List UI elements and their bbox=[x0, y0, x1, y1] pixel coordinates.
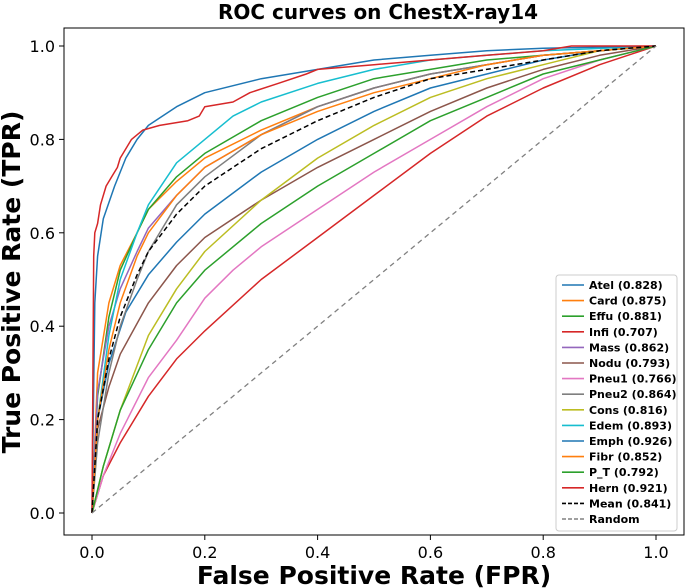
series-line-emph bbox=[91, 45, 657, 514]
legend-items: Atel (0.828) Card (0.875) Effu (0.881) Infi… bbox=[562, 279, 677, 526]
legend-label: Effu (0.881) bbox=[589, 310, 662, 323]
x-tick-label: 1.0 bbox=[643, 543, 668, 562]
legend-box bbox=[555, 274, 678, 532]
legend-label: Mean (0.841) bbox=[589, 497, 671, 510]
legend-label: Mass (0.862) bbox=[589, 341, 669, 354]
x-tick-label: 0.4 bbox=[305, 543, 330, 562]
legend-label: Emph (0.926) bbox=[589, 435, 672, 448]
x-tick-label: 0.8 bbox=[530, 543, 555, 562]
series-line-effu bbox=[91, 45, 657, 514]
legend-label: Random bbox=[589, 513, 640, 526]
series-line-pt bbox=[91, 45, 657, 514]
legend-label: Infi (0.707) bbox=[589, 326, 658, 339]
legend-label: Pneu1 (0.766) bbox=[589, 373, 677, 386]
series-line-pneu1 bbox=[91, 45, 657, 514]
ticks-layer: 0.0 0.2 0.4 0.6 0.8 1.0 0.0 0.2 0.4 0.6 0.8 1.0 bbox=[30, 37, 669, 562]
y-tick-label: 0.4 bbox=[30, 317, 55, 336]
series-line-fibr bbox=[91, 45, 657, 514]
series-line-cons bbox=[91, 45, 657, 514]
legend-label: Pneu2 (0.864) bbox=[589, 388, 677, 401]
y-tick-label: 0.2 bbox=[30, 411, 55, 430]
y-tick-label: 0.6 bbox=[30, 224, 55, 243]
legend-label: Card (0.875) bbox=[589, 295, 666, 308]
legend-label: Nodu (0.793) bbox=[589, 357, 670, 370]
y-axis-label: True Positive Rate (TPR) bbox=[0, 111, 26, 454]
x-tick-label: 0.0 bbox=[79, 543, 104, 562]
legend-label: Hern (0.921) bbox=[589, 482, 668, 495]
series-line-mean bbox=[91, 45, 657, 514]
x-axis-label: False Positive Rate (FPR) bbox=[197, 561, 551, 588]
y-tick-label: 1.0 bbox=[30, 37, 55, 56]
chart-title: ROC curves on ChestX-ray14 bbox=[218, 0, 538, 24]
legend-label: Cons (0.816) bbox=[589, 404, 668, 417]
series-layer bbox=[91, 45, 657, 514]
x-tick-label: 0.2 bbox=[192, 543, 217, 562]
y-tick-label: 0.8 bbox=[30, 130, 55, 149]
x-tick-label: 0.6 bbox=[418, 543, 443, 562]
legend-label: Fibr (0.852) bbox=[589, 451, 662, 464]
y-tick-label: 0.0 bbox=[30, 504, 55, 523]
legend-label: P_T (0.792) bbox=[589, 466, 659, 479]
legend: Atel (0.828) Card (0.875) Effu (0.881) Infi… bbox=[555, 274, 678, 532]
legend-label: Edem (0.893) bbox=[589, 419, 672, 432]
series-line-hern bbox=[91, 45, 656, 514]
legend-label: Atel (0.828) bbox=[589, 279, 663, 292]
series-line-infi bbox=[91, 45, 657, 514]
